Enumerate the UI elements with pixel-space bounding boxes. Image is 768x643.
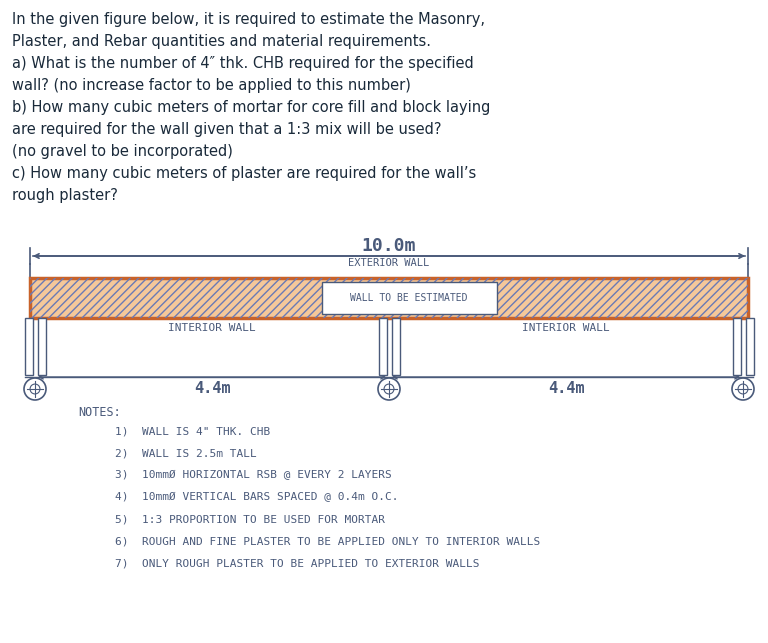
Text: INTERIOR WALL: INTERIOR WALL — [522, 323, 610, 333]
Text: Plaster, and Rebar quantities and material requirements.: Plaster, and Rebar quantities and materi… — [12, 34, 431, 49]
Bar — [38, 318, 45, 375]
Bar — [379, 318, 386, 375]
Text: 2)  WALL IS 2.5m TALL: 2) WALL IS 2.5m TALL — [115, 448, 257, 458]
Text: NOTES:: NOTES: — [78, 406, 121, 419]
Text: (no gravel to be incorporated): (no gravel to be incorporated) — [12, 144, 233, 159]
Text: rough plaster?: rough plaster? — [12, 188, 118, 203]
Text: a) What is the number of 4″ thk. CHB required for the specified: a) What is the number of 4″ thk. CHB req… — [12, 56, 474, 71]
Text: 1)  WALL IS 4" THK. CHB: 1) WALL IS 4" THK. CHB — [115, 426, 270, 436]
Text: WALL TO BE ESTIMATED: WALL TO BE ESTIMATED — [350, 293, 468, 303]
Text: INTERIOR WALL: INTERIOR WALL — [168, 323, 256, 333]
Bar — [322, 282, 496, 314]
Bar — [30, 278, 748, 318]
Text: 4.4m: 4.4m — [548, 381, 584, 396]
Text: 5)  1:3 PROPORTION TO BE USED FOR MORTAR: 5) 1:3 PROPORTION TO BE USED FOR MORTAR — [115, 514, 385, 524]
Text: 4)  10mmØ VERTICAL BARS SPACED @ 0.4m O.C.: 4) 10mmØ VERTICAL BARS SPACED @ 0.4m O.C… — [115, 492, 399, 502]
Text: b) How many cubic meters of mortar for core fill and block laying: b) How many cubic meters of mortar for c… — [12, 100, 491, 115]
Text: 6)  ROUGH AND FINE PLASTER TO BE APPLIED ONLY TO INTERIOR WALLS: 6) ROUGH AND FINE PLASTER TO BE APPLIED … — [115, 536, 540, 546]
Bar — [30, 278, 748, 318]
Text: 10.0m: 10.0m — [362, 237, 416, 255]
Bar — [733, 318, 740, 375]
Bar — [25, 318, 32, 375]
Text: In the given figure below, it is required to estimate the Masonry,: In the given figure below, it is require… — [12, 12, 485, 27]
Text: 3)  10mmØ HORIZONTAL RSB @ EVERY 2 LAYERS: 3) 10mmØ HORIZONTAL RSB @ EVERY 2 LAYERS — [115, 470, 392, 480]
Text: 7)  ONLY ROUGH PLASTER TO BE APPLIED TO EXTERIOR WALLS: 7) ONLY ROUGH PLASTER TO BE APPLIED TO E… — [115, 558, 479, 568]
Text: are required for the wall given that a 1:3 mix will be used?: are required for the wall given that a 1… — [12, 122, 442, 137]
Text: c) How many cubic meters of plaster are required for the wall’s: c) How many cubic meters of plaster are … — [12, 166, 476, 181]
Text: EXTERIOR WALL: EXTERIOR WALL — [349, 258, 429, 268]
Bar — [746, 318, 753, 375]
Text: 4.4m: 4.4m — [194, 381, 230, 396]
Text: wall? (no increase factor to be applied to this number): wall? (no increase factor to be applied … — [12, 78, 411, 93]
Bar — [392, 318, 399, 375]
